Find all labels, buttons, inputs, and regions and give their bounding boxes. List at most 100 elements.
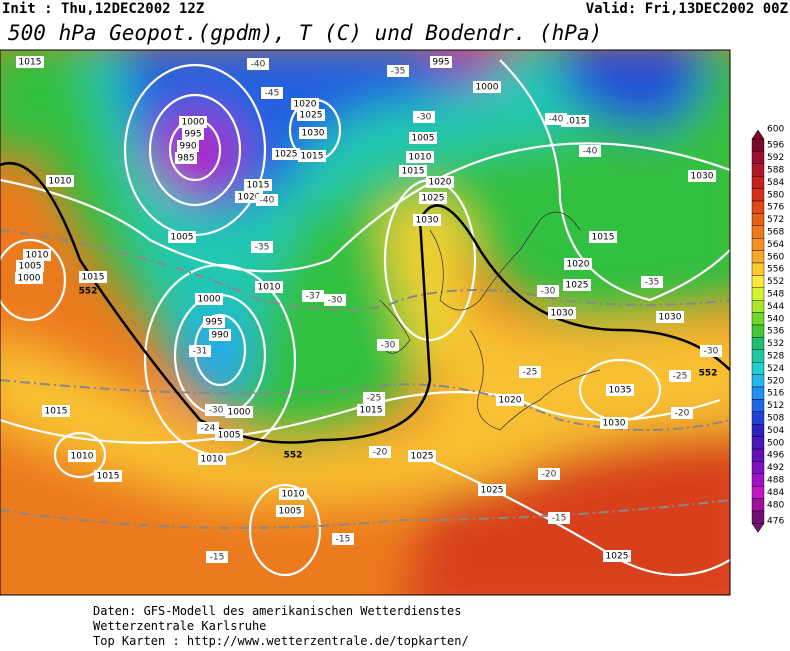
colorbar-label: 540 [767,314,784,324]
isobar-label: 1025 [481,486,504,496]
temperature-label: -40 [583,147,598,157]
temperature-label: -35 [645,278,660,288]
isobar-label-box [168,231,196,243]
colorbar-segment [751,498,765,512]
temperature-label-box [519,366,541,378]
temperature-label-box [537,285,559,297]
isobar-label-box [564,258,592,270]
temperature-label: -30 [417,113,432,123]
colorbar-segment [751,262,765,276]
temperature-label-box [579,145,601,157]
colorbar-segment [751,163,765,177]
temperature-label-box [377,339,399,351]
isobar-label-box [175,152,197,164]
temperature-label: -20 [542,470,557,480]
colorbar-label: 600 [767,124,784,134]
temperature-label-box [413,111,435,123]
isobar-label-box [15,272,43,284]
colorbar-label: 572 [767,215,784,225]
isobar-label: 1020 [567,260,590,270]
isobar-label: 1000 [476,83,499,93]
colorbar-label: 528 [767,352,784,362]
temperature-label-box [256,194,278,206]
temperature-label: -15 [552,514,567,524]
isobar-label-box [23,249,51,261]
isobar-label: 1030 [659,313,682,323]
temperature-label: -30 [541,287,556,297]
isobar-label-box [291,98,319,110]
temperature-label: -20 [675,409,690,419]
isobar-label-box [16,260,44,272]
colorbar-label: 596 [767,141,784,151]
temperature-label-box [324,294,346,306]
valid-time: Valid: Fri,13DEC2002 00Z [586,1,788,17]
isobar-label: 995 [432,58,449,68]
colorbar-segment [751,324,765,338]
colorbar-arrow-top [751,129,765,140]
colorbar-segment [751,510,765,524]
temperature-label: -20 [373,448,388,458]
isobar-label: 1015 [301,152,324,162]
colorbar-segment [751,287,765,301]
isobar-label: 1000 [182,118,205,128]
isobar-label-box [244,179,272,191]
temperature-label-box [206,551,228,563]
temperature-label-box [545,113,567,125]
colorbar-segment [751,275,765,288]
colorbar-label: 508 [767,414,784,424]
colorbar-segment [751,399,765,412]
isobar-label: 995 [184,130,201,140]
isobar-label-box [177,140,199,152]
isobar-label: 1005 [171,233,194,243]
temperature-label: -25 [523,368,538,378]
isobar-label: 1010 [282,490,305,500]
colorbar-label: 588 [767,166,784,176]
colorbar-label: 584 [767,178,784,188]
isobar-label: 1020 [294,100,317,110]
isobar-label: 1020 [238,193,261,203]
isobar-label: 1005 [412,134,435,144]
temperature-label-box [548,512,570,524]
isobar-label-box [408,450,436,462]
colorbar-segment [751,448,765,462]
isobar-label: 1015 [247,181,270,191]
colorbar-label: 564 [767,240,784,250]
colorbar-segment [751,175,765,189]
isobar-label-box [548,307,576,319]
isobar-label-box [297,109,325,121]
isobar-label-box [413,214,441,226]
isobar-label-box [276,505,304,517]
map-frame [0,49,731,596]
isobar-label-box [179,116,207,128]
colorbar-arrow-bottom [751,523,765,533]
isobar-label: 990 [211,331,228,341]
isobar-label: 1030 [416,216,439,226]
isobar-label: 1010 [258,283,281,293]
temperature-label-box [700,345,722,357]
isobar-label-box [209,329,231,341]
temperature-label-box [669,370,691,382]
colorbar-segment [751,237,765,251]
temperature-label-box [369,446,391,458]
colorbar-segment [751,486,765,499]
isobar-label-box [46,175,74,187]
colorbar-label: 544 [767,302,784,312]
colorbar-segment [751,213,765,226]
temperature-label-box [363,392,385,404]
colorbar-label: 496 [767,451,784,461]
temperature-label-box [197,422,219,434]
isobar-label-box [198,453,226,465]
init-time: Init : Thu,12DEC2002 12Z [2,1,204,17]
temperature-label: -15 [210,553,225,563]
isobar-label-box [426,176,454,188]
isobar-label-box [272,148,300,160]
isobar-label-box [688,170,716,182]
colorbar-label: 576 [767,203,784,213]
isobar-label-box [399,165,427,177]
isobar-label: 1025 [275,150,298,160]
isobar-label-box [603,550,631,562]
colorbar-segment [751,424,765,437]
isobar-label: 1005 [218,431,241,441]
colorbar-segment [751,374,765,388]
